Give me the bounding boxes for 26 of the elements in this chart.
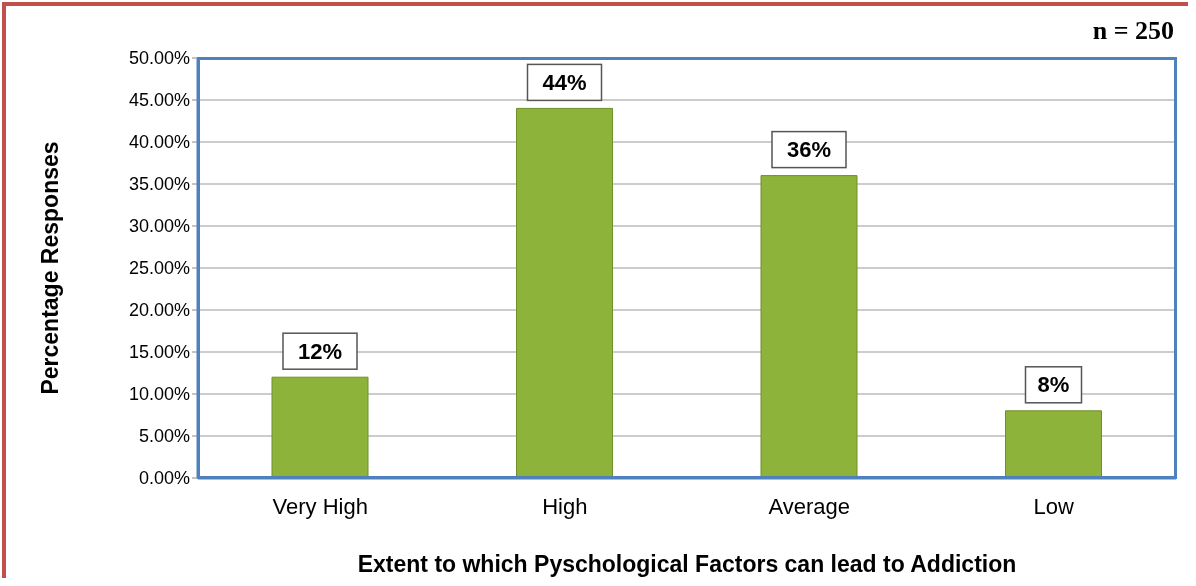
y-tick-label: 30.00% <box>128 216 190 237</box>
y-tick-label: 35.00% <box>128 174 190 195</box>
x-tick-label: Average <box>768 493 851 519</box>
x-tick-label: High <box>542 493 588 519</box>
y-tick-label: 45.00% <box>128 90 190 111</box>
bar <box>271 376 369 478</box>
y-tick-label: 0.00% <box>138 468 190 489</box>
x-tick-label: Low <box>1033 493 1075 519</box>
text: n = 250 <box>1092 16 1174 46</box>
data-label: 8% <box>1037 372 1070 398</box>
data-label: 44% <box>542 69 587 95</box>
bar <box>516 107 613 478</box>
bar <box>760 175 858 478</box>
bar <box>1005 410 1102 478</box>
data-label: 36% <box>786 137 832 163</box>
data-label: 12% <box>297 338 343 364</box>
y-axis-title: Percentage Responses <box>37 141 64 395</box>
x-tick-label: Very High <box>272 493 368 519</box>
y-tick-label: 40.00% <box>128 132 190 153</box>
y-tick-label: 25.00% <box>128 258 190 279</box>
y-tick-label: 15.00% <box>128 342 190 363</box>
y-tick-label: 5.00% <box>138 426 190 447</box>
y-tick-label: 20.00% <box>128 300 190 321</box>
x-axis-title: Extent to which Pyschological Factors can lead to Addiction <box>357 551 1017 577</box>
y-tick-label: 50.00% <box>128 48 190 69</box>
y-tick-label: 10.00% <box>128 384 190 405</box>
